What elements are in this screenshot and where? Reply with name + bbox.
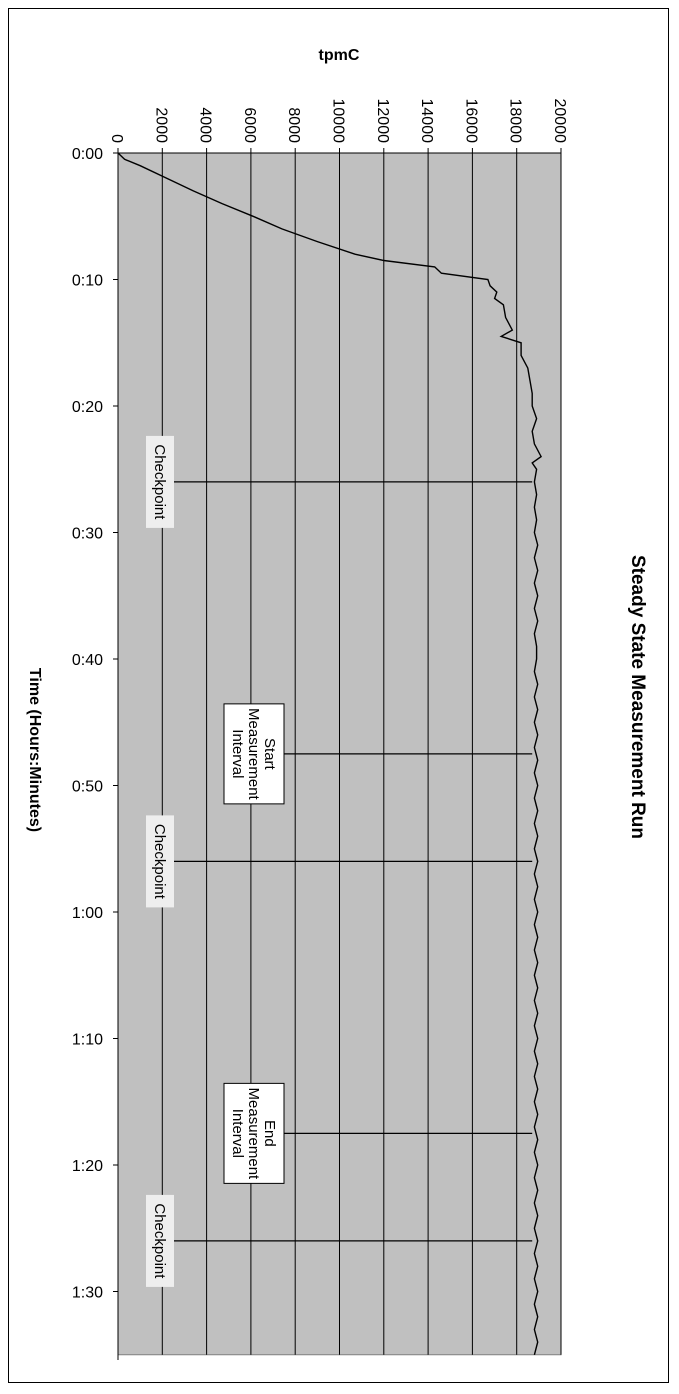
y-tick-label: 2000 xyxy=(152,107,169,143)
annotation-label-box xyxy=(146,435,174,528)
x-tick-label: 0:20 xyxy=(72,399,103,416)
annotation-label: Interval xyxy=(229,1109,246,1158)
y-tick-label: 8000 xyxy=(285,107,302,143)
annotation-label: End xyxy=(261,1120,278,1147)
annotation-label-box xyxy=(146,1194,174,1287)
annotation-label-box xyxy=(223,703,285,805)
annotation-label: Checkpoint xyxy=(151,444,168,520)
annotation-label: Interval xyxy=(229,729,246,778)
y-tick-label: 12000 xyxy=(374,99,391,144)
y-axis-title: tpmC xyxy=(319,47,360,64)
x-tick-label: 1:10 xyxy=(72,1032,103,1049)
y-tick-label: 16000 xyxy=(462,99,479,144)
series-line xyxy=(117,152,543,1355)
axes: 0 2000 4000 6000 8000 10000 12000 14000 16000 180… xyxy=(72,99,568,1360)
y-tick-label: 0 xyxy=(108,134,125,143)
chart-title: Steady State Measurement Run xyxy=(627,555,648,839)
y-tick-label: 6000 xyxy=(241,107,258,143)
x-tick-label: 1:30 xyxy=(72,1285,103,1302)
y-tick-label: 14000 xyxy=(418,99,435,144)
annotation-label: Measurement xyxy=(245,708,262,801)
y-tick-label: 20000 xyxy=(551,99,568,144)
x-tick-label: 0:00 xyxy=(72,146,103,163)
annotation-label-box xyxy=(146,815,174,908)
annotation-label: Measurement xyxy=(245,1088,262,1181)
series-layer xyxy=(117,152,543,1355)
x-tick-label: 0:30 xyxy=(72,526,103,543)
chart-frame xyxy=(8,8,669,1383)
x-axis-title: Time (Hours:Minutes) xyxy=(26,668,43,832)
annotation-label: Start xyxy=(261,738,278,771)
annotation-label-box xyxy=(223,1082,285,1184)
annotation-label: Checkpoint xyxy=(151,824,168,900)
y-tick-label: 10000 xyxy=(330,99,347,144)
annotations: CheckpointStartMeasurementIntervalCheckp… xyxy=(146,435,533,1287)
annotation-label: Checkpoint xyxy=(151,1203,168,1279)
x-tick-label: 0:50 xyxy=(72,779,103,796)
x-tick-label: 0:10 xyxy=(72,273,103,290)
x-tick-label: 1:20 xyxy=(72,1158,103,1175)
y-tick-label: 4000 xyxy=(197,107,214,143)
y-tick-label: 18000 xyxy=(507,99,524,144)
x-tick-label: 1:00 xyxy=(72,905,103,922)
x-tick-label: 0:40 xyxy=(72,652,103,669)
